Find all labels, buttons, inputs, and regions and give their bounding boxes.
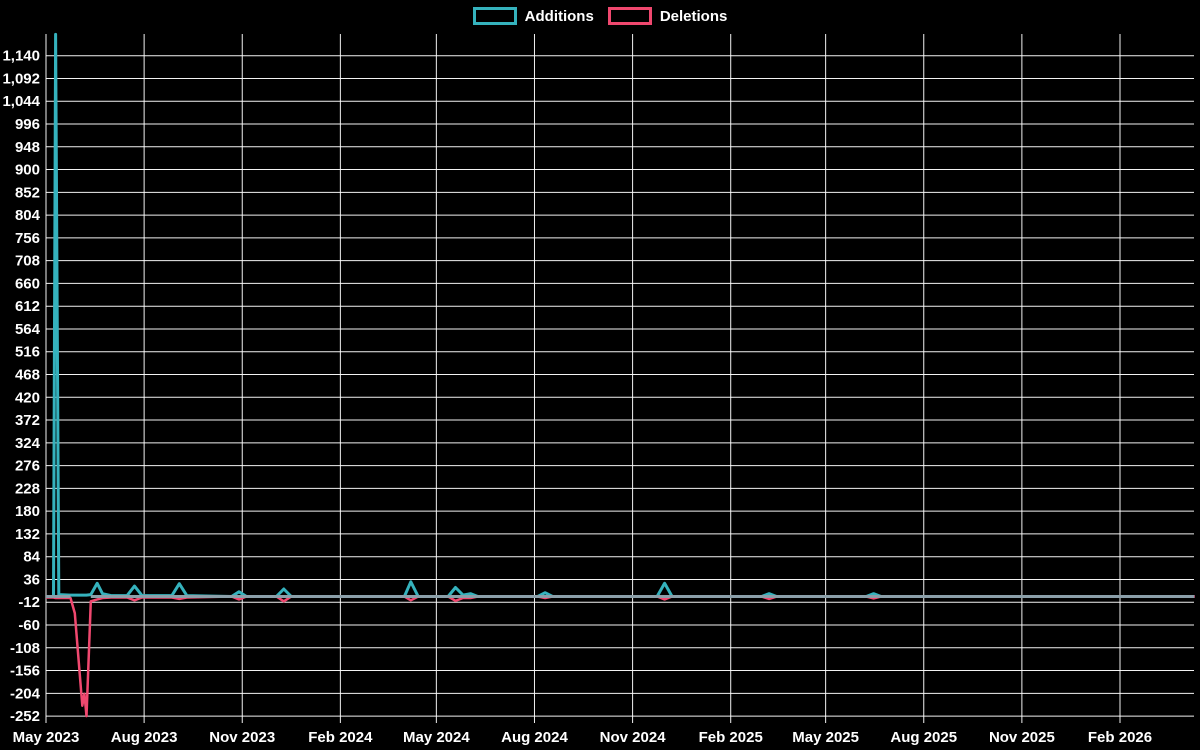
x-gridlines: May 2023 Aug 2023 Nov 2023 Feb 2024 May 2024…: [13, 34, 1152, 746]
y-tick-label: 516: [15, 344, 40, 361]
x-tick-label: Nov 2023: [209, 729, 275, 746]
y-tick-label: -252: [10, 708, 40, 725]
x-tick-label: Nov 2025: [989, 729, 1055, 746]
y-tick-label: 708: [15, 253, 40, 270]
y-tick-label: 36: [23, 571, 40, 588]
y-tick-label: 132: [15, 526, 40, 543]
y-tick-label: 804: [15, 207, 41, 224]
x-tick-label: Aug 2025: [890, 729, 957, 746]
y-tick-label: 324: [15, 435, 41, 452]
x-tick-label: May 2025: [792, 729, 859, 746]
y-gridlines: 1,140 1,092 1,044 996 948 900 852 804 756 708 660 6…: [2, 48, 1194, 725]
deletions-swatch-icon: [607, 7, 652, 25]
legend-item-additions[interactable]: Additions: [472, 7, 594, 25]
x-tick-label: Aug 2024: [501, 729, 568, 746]
y-tick-label: -204: [10, 685, 41, 702]
x-tick-label: Feb 2026: [1088, 729, 1152, 746]
chart-legend: Additions Deletions: [0, 7, 1200, 25]
y-tick-label: -60: [18, 617, 40, 634]
y-tick-label: 756: [15, 230, 40, 247]
y-tick-label: 468: [15, 367, 40, 384]
x-tick-label: Feb 2025: [699, 729, 763, 746]
legend-label-deletions: Deletions: [659, 7, 728, 25]
x-tick-label: Aug 2023: [111, 729, 178, 746]
y-tick-label: 1,044: [2, 93, 40, 110]
y-tick-label: 564: [15, 321, 41, 338]
y-tick-label: 852: [15, 184, 40, 201]
x-tick-label: Feb 2024: [308, 729, 373, 746]
y-tick-label: 84: [23, 549, 40, 566]
x-tick-label: May 2023: [13, 729, 80, 746]
y-tick-label: -12: [18, 594, 40, 611]
y-tick-label: 180: [15, 503, 40, 520]
y-tick-label: 996: [15, 116, 40, 133]
y-tick-label: 612: [15, 298, 40, 315]
y-tick-label: 660: [15, 275, 40, 292]
y-tick-label: 1,092: [2, 70, 40, 87]
y-tick-label: 372: [15, 412, 40, 429]
legend-item-deletions[interactable]: Deletions: [607, 7, 728, 25]
x-tick-label: May 2024: [403, 729, 470, 746]
deletions-line: [46, 595, 1195, 718]
y-tick-label: 948: [15, 139, 40, 156]
y-tick-label: -156: [10, 663, 40, 680]
y-tick-label: 228: [15, 480, 40, 497]
x-tick-label: Nov 2024: [600, 729, 667, 746]
additions-line: [46, 32, 1195, 598]
y-tick-label: -108: [10, 640, 40, 657]
y-tick-label: 1,140: [2, 48, 40, 65]
y-tick-label: 900: [15, 162, 40, 179]
legend-label-additions: Additions: [524, 7, 594, 25]
y-tick-label: 276: [15, 458, 40, 475]
y-tick-label: 420: [15, 389, 40, 406]
additions-swatch-icon: [472, 7, 517, 25]
